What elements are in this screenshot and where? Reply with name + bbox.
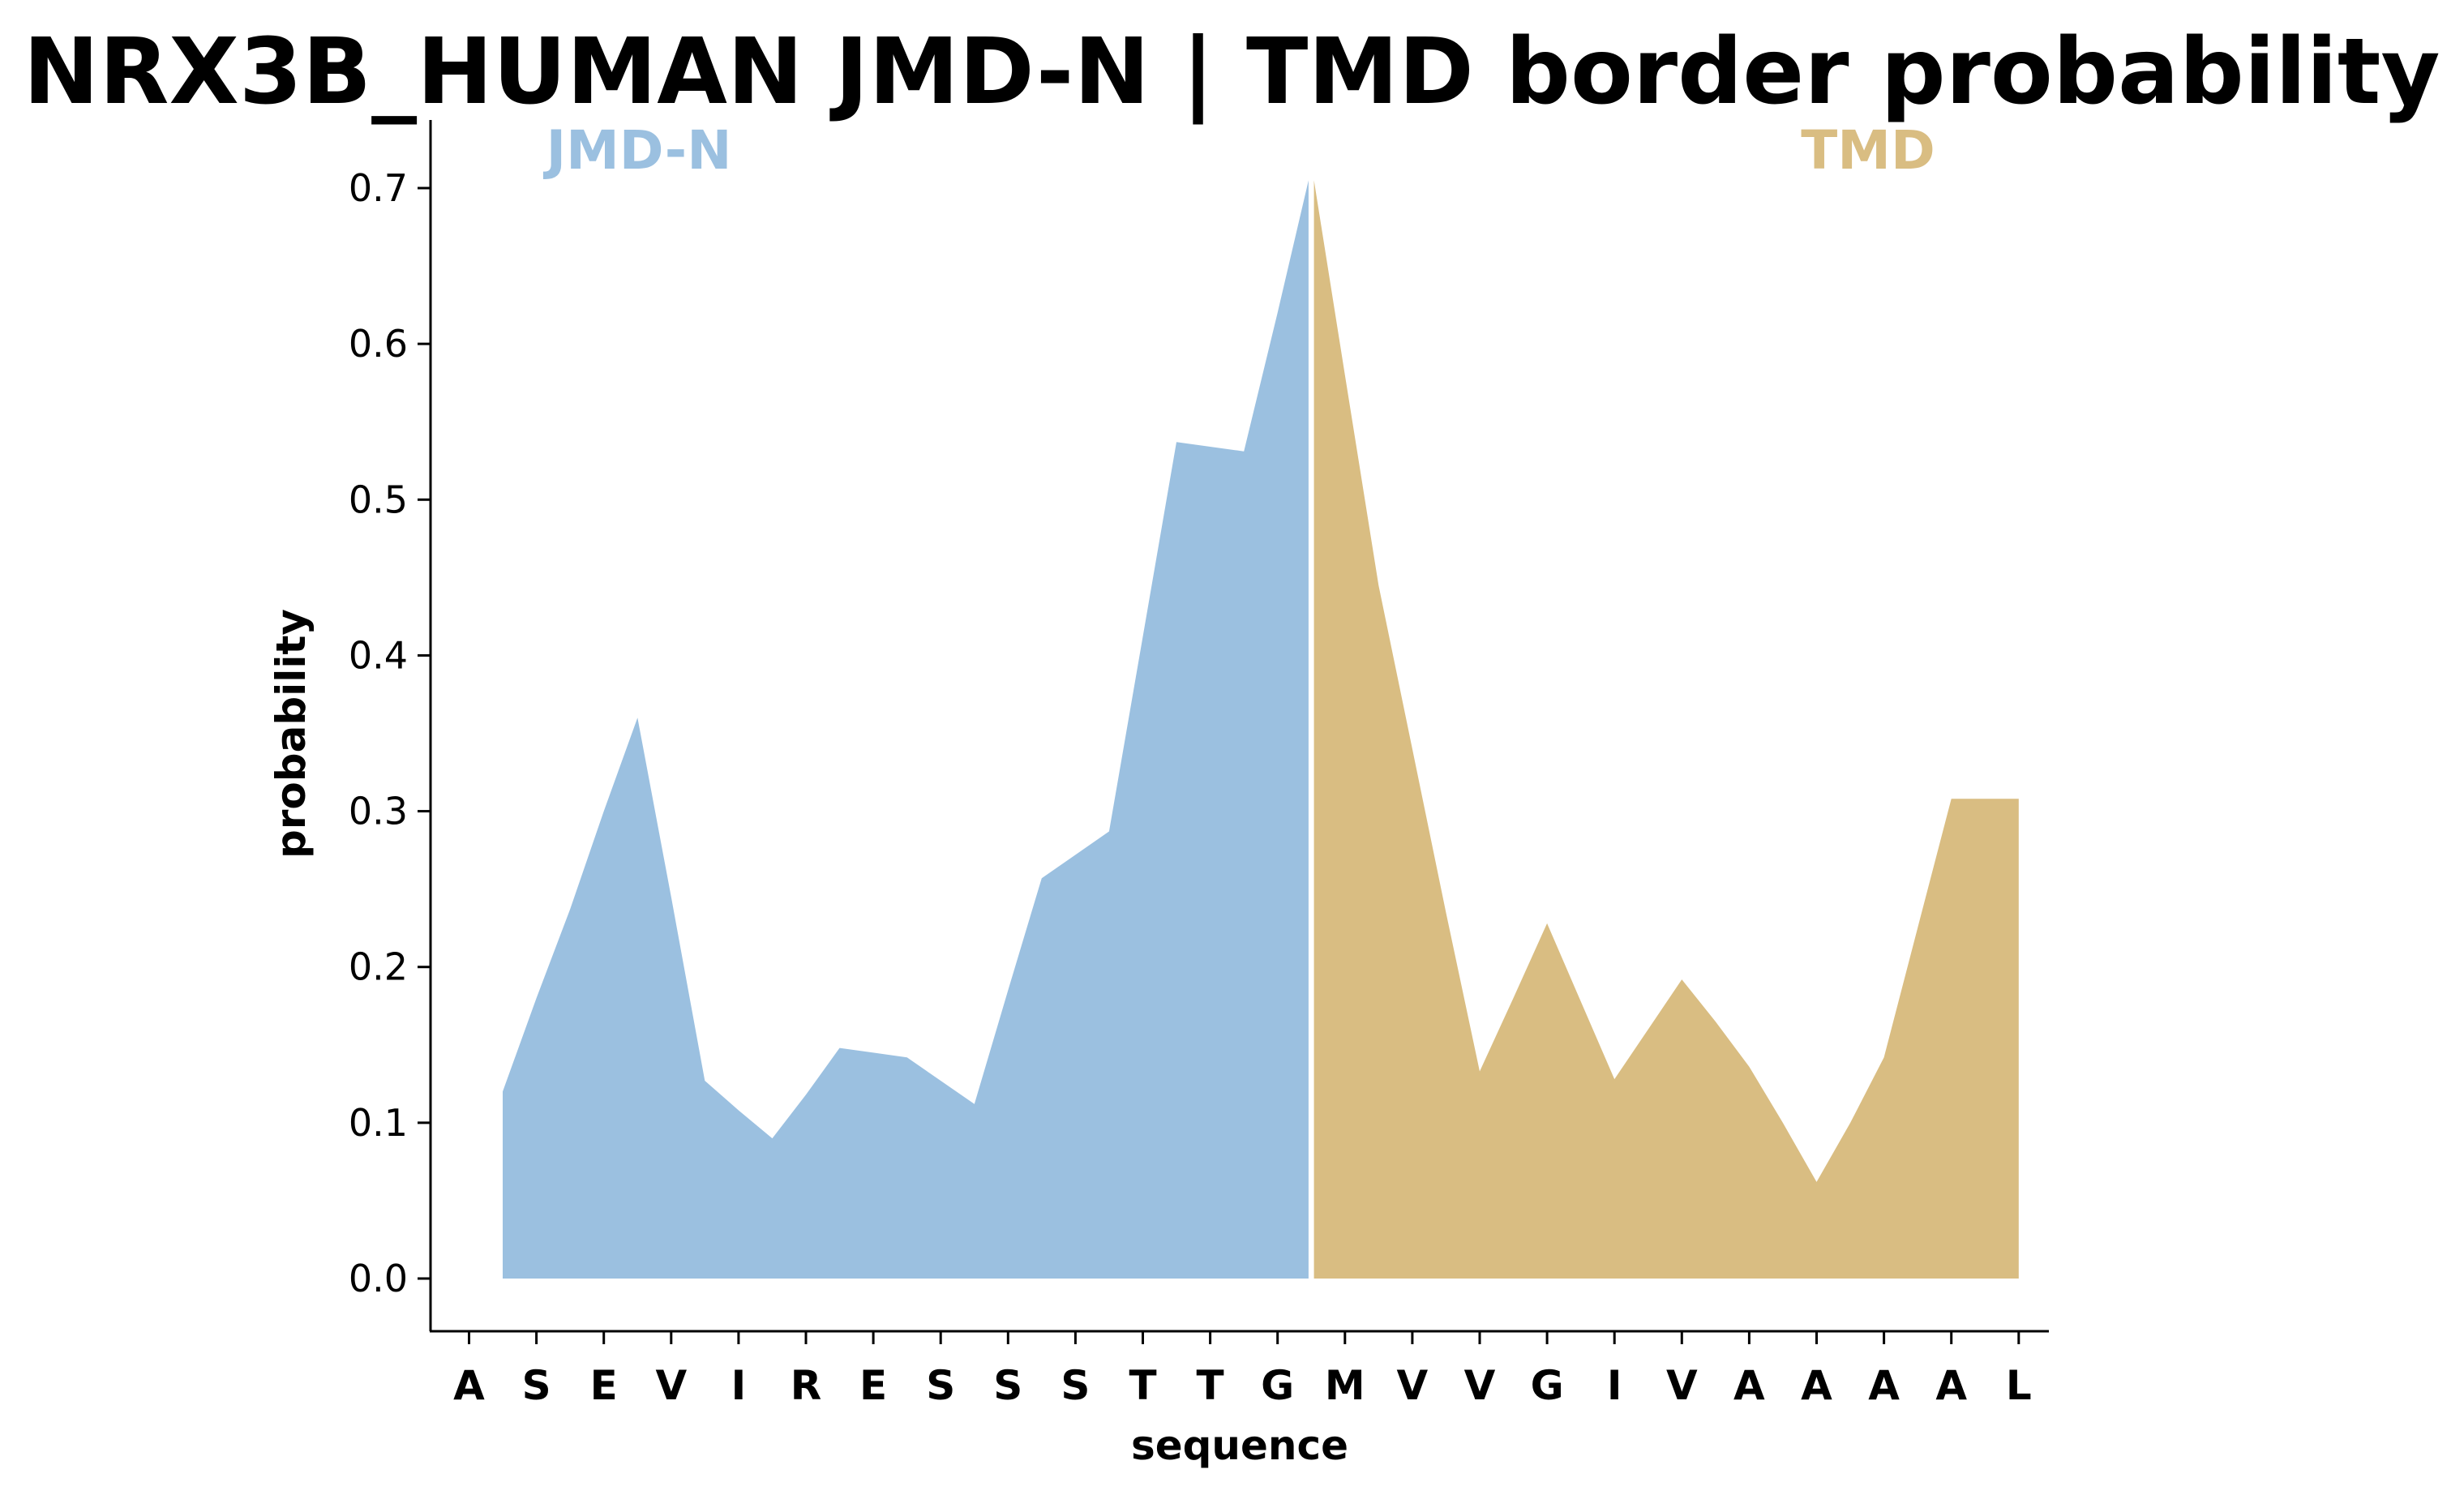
- x-tick-label: S: [1061, 1362, 1090, 1409]
- x-tick-label: E: [590, 1362, 618, 1409]
- y-tick-label: 0.4: [349, 633, 408, 677]
- x-tick-label: L: [2006, 1362, 2032, 1409]
- x-tick-label: V: [1666, 1362, 1698, 1409]
- tmd-area: [1313, 180, 2019, 1279]
- y-tick-label: 0.3: [349, 790, 408, 833]
- x-tick-label: V: [1397, 1362, 1429, 1409]
- y-axis-label: probability: [268, 609, 315, 859]
- x-tick-label: S: [993, 1362, 1022, 1409]
- y-tick-label: 0.5: [349, 478, 408, 521]
- y-tick-label: 0.0: [349, 1257, 408, 1300]
- region-label-jmd-n: JMD-N: [543, 119, 732, 182]
- x-tick-label: V: [1464, 1362, 1496, 1409]
- x-tick-label: A: [1733, 1362, 1765, 1409]
- x-tick-label: V: [655, 1362, 687, 1409]
- x-tick-label: G: [1531, 1362, 1564, 1409]
- jmd-n-area: [503, 180, 1309, 1279]
- x-tick-label: S: [522, 1362, 551, 1409]
- x-tick-label: E: [859, 1362, 887, 1409]
- y-tick-label: 0.2: [349, 945, 408, 989]
- chart-title: NRX3B_HUMAN JMD-N | TMD border probabili…: [24, 19, 2440, 125]
- y-tick-label: 0.7: [349, 166, 408, 210]
- x-tick-label: A: [453, 1362, 485, 1409]
- x-axis-label: sequence: [1131, 1422, 1348, 1469]
- x-tick-label: I: [1607, 1362, 1622, 1409]
- x-tick-label: R: [791, 1362, 822, 1409]
- x-tick-label: G: [1261, 1362, 1294, 1409]
- x-tick-label: T: [1129, 1362, 1156, 1409]
- x-tick-label: M: [1325, 1362, 1365, 1409]
- x-tick-label: I: [731, 1362, 747, 1409]
- x-tick-label: A: [1868, 1362, 1900, 1409]
- x-tick-label: A: [1801, 1362, 1832, 1409]
- x-tick-label: T: [1197, 1362, 1224, 1409]
- probability-areas: [503, 180, 2019, 1279]
- y-ticks: 0.0 0.1 0.2 0.3 0.4 0.5 0.6 0.7: [349, 166, 431, 1300]
- region-label-tmd: TMD: [1801, 119, 1935, 182]
- y-tick-label: 0.1: [349, 1101, 408, 1145]
- x-tick-label: S: [926, 1362, 955, 1409]
- x-tick-label: A: [1935, 1362, 1967, 1409]
- y-tick-label: 0.6: [349, 322, 408, 366]
